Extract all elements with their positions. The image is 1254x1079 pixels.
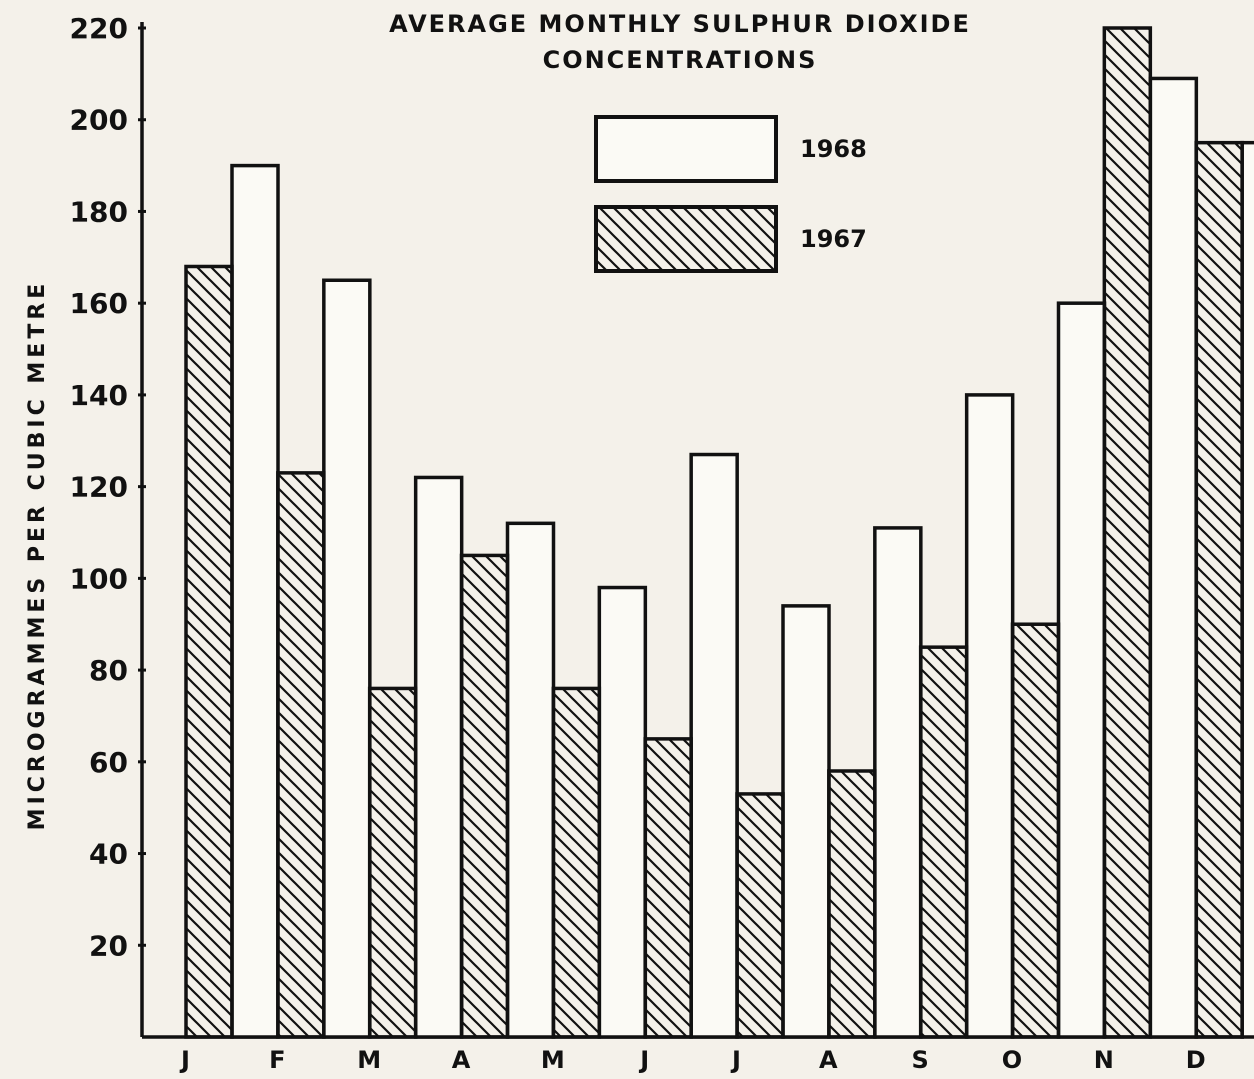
bar-1968 — [597, 585, 648, 1039]
y-tick-label: 160 — [70, 287, 128, 320]
x-tick-label: F — [269, 1046, 286, 1074]
bar-1967 — [1010, 622, 1061, 1039]
chart-title-line-1: AVERAGE MONTHLY SULPHUR DIOXIDE — [389, 10, 971, 38]
x-tick-label: O — [1002, 1046, 1023, 1074]
bar-1968 — [1056, 301, 1107, 1039]
x-tick-label: A — [452, 1046, 472, 1074]
bar-1968 — [230, 163, 280, 1039]
x-tick-label: M — [541, 1046, 566, 1074]
bar-1967 — [735, 792, 785, 1039]
y-tick-label: 220 — [70, 12, 128, 45]
x-tick-label: M — [357, 1046, 382, 1074]
legend-swatch-1968 — [594, 115, 778, 183]
bar-1967 — [918, 645, 969, 1039]
y-tick-label: 180 — [70, 195, 128, 228]
x-tick-label: J — [638, 1046, 650, 1074]
bar-1968 — [781, 604, 831, 1039]
bar-1967 — [827, 769, 877, 1039]
legend: 1968 1967 — [594, 115, 867, 273]
y-tick-label: 140 — [70, 379, 128, 412]
legend-swatch-1967 — [594, 205, 778, 273]
bar-1967 — [551, 686, 602, 1039]
bar-1967 — [459, 553, 510, 1039]
bar-1967 — [1194, 140, 1244, 1039]
x-tick-label: J — [179, 1046, 191, 1074]
bar-1967 — [184, 264, 234, 1039]
x-tick-label: A — [819, 1046, 839, 1074]
y-tick-label: 60 — [89, 746, 128, 779]
bar-1968 — [689, 452, 739, 1039]
bar-1968 — [413, 475, 464, 1039]
y-ticks: 20 40 60 80 100 120 140 160 180 200 220 — [70, 12, 146, 962]
x-tick-label: N — [1094, 1046, 1115, 1074]
y-axis-label: MICROGRAMMES PER CUBIC METRE — [25, 280, 50, 831]
x-tick-label: J — [730, 1046, 742, 1074]
legend-label-1967: 1967 — [800, 225, 867, 253]
legend-label-1968: 1968 — [800, 135, 867, 163]
y-tick-label: 40 — [89, 838, 128, 871]
y-tick-label: 100 — [70, 562, 128, 595]
y-tick-label: 120 — [70, 471, 128, 504]
bar-1968 — [322, 278, 372, 1039]
bars — [184, 26, 1254, 1039]
bar-1968 — [1148, 76, 1199, 1039]
chart-title-line-2: CONCENTRATIONS — [543, 46, 818, 74]
bar-1968 — [1240, 140, 1254, 1039]
y-tick-label: 80 — [89, 654, 128, 687]
bar-1967 — [1102, 26, 1153, 1039]
y-tick-label: 200 — [70, 104, 128, 137]
x-tick-label: S — [912, 1046, 930, 1074]
bar-1967 — [643, 737, 693, 1039]
bar-1968 — [964, 393, 1015, 1039]
y-tick-label: 20 — [89, 929, 128, 962]
bar-1967 — [367, 686, 418, 1039]
bar-1968 — [505, 521, 556, 1039]
bar-1967 — [276, 471, 326, 1039]
chart-title: AVERAGE MONTHLY SULPHUR DIOXIDE CONCENTR… — [389, 10, 971, 74]
bar-1968 — [873, 526, 923, 1039]
x-tick-label: D — [1186, 1046, 1207, 1074]
